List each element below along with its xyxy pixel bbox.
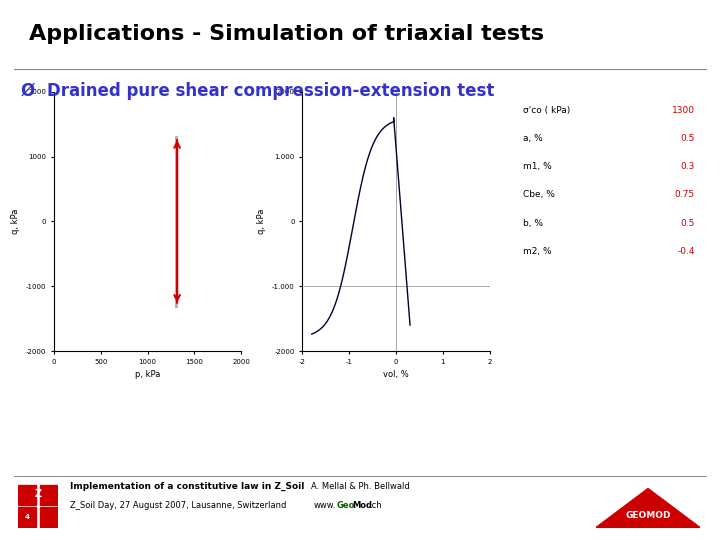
Text: .ch: .ch — [369, 501, 382, 510]
Text: 0.5: 0.5 — [680, 219, 695, 227]
Text: -0.4: -0.4 — [678, 247, 695, 255]
Text: GEOMOD: GEOMOD — [625, 511, 671, 520]
Text: b, %: b, % — [523, 219, 544, 227]
Text: 4: 4 — [24, 514, 30, 519]
X-axis label: p, kPa: p, kPa — [135, 370, 161, 379]
Text: Ø: Ø — [20, 82, 35, 100]
Text: Z: Z — [35, 489, 41, 499]
Y-axis label: q, kPa: q, kPa — [258, 209, 266, 234]
Bar — [40, 484, 58, 505]
Bar — [18, 508, 36, 528]
Text: 0.5: 0.5 — [680, 134, 695, 143]
Text: m2, %: m2, % — [523, 247, 552, 255]
Bar — [18, 484, 36, 505]
Polygon shape — [596, 489, 700, 528]
Y-axis label: q, kPa: q, kPa — [12, 209, 20, 234]
Text: 1300: 1300 — [672, 106, 695, 115]
Text: m1, %: m1, % — [523, 163, 552, 171]
Text: www.: www. — [313, 501, 336, 510]
Text: Geo: Geo — [336, 501, 355, 510]
Bar — [40, 508, 58, 528]
Text: Mod: Mod — [352, 501, 372, 510]
X-axis label: vol, %: vol, % — [383, 370, 409, 379]
Text: Implementation of a constitutive law in Z_Soil: Implementation of a constitutive law in … — [70, 482, 305, 491]
Text: Z_Soil Day, 27 August 2007, Lausanne, Switzerland: Z_Soil Day, 27 August 2007, Lausanne, Sw… — [70, 501, 287, 510]
Text: Cbe, %: Cbe, % — [523, 191, 555, 199]
Text: 0.75: 0.75 — [675, 191, 695, 199]
Text: a, %: a, % — [523, 134, 543, 143]
Text: 0.3: 0.3 — [680, 163, 695, 171]
Text: Applications - Simulation of triaxial tests: Applications - Simulation of triaxial te… — [29, 24, 544, 44]
Text: σ'co ( kPa): σ'co ( kPa) — [523, 106, 571, 115]
Text: A. Mellal & Ph. Bellwald: A. Mellal & Ph. Bellwald — [310, 482, 410, 491]
Text: Drained pure shear compression-extension test: Drained pure shear compression-extension… — [47, 82, 494, 100]
